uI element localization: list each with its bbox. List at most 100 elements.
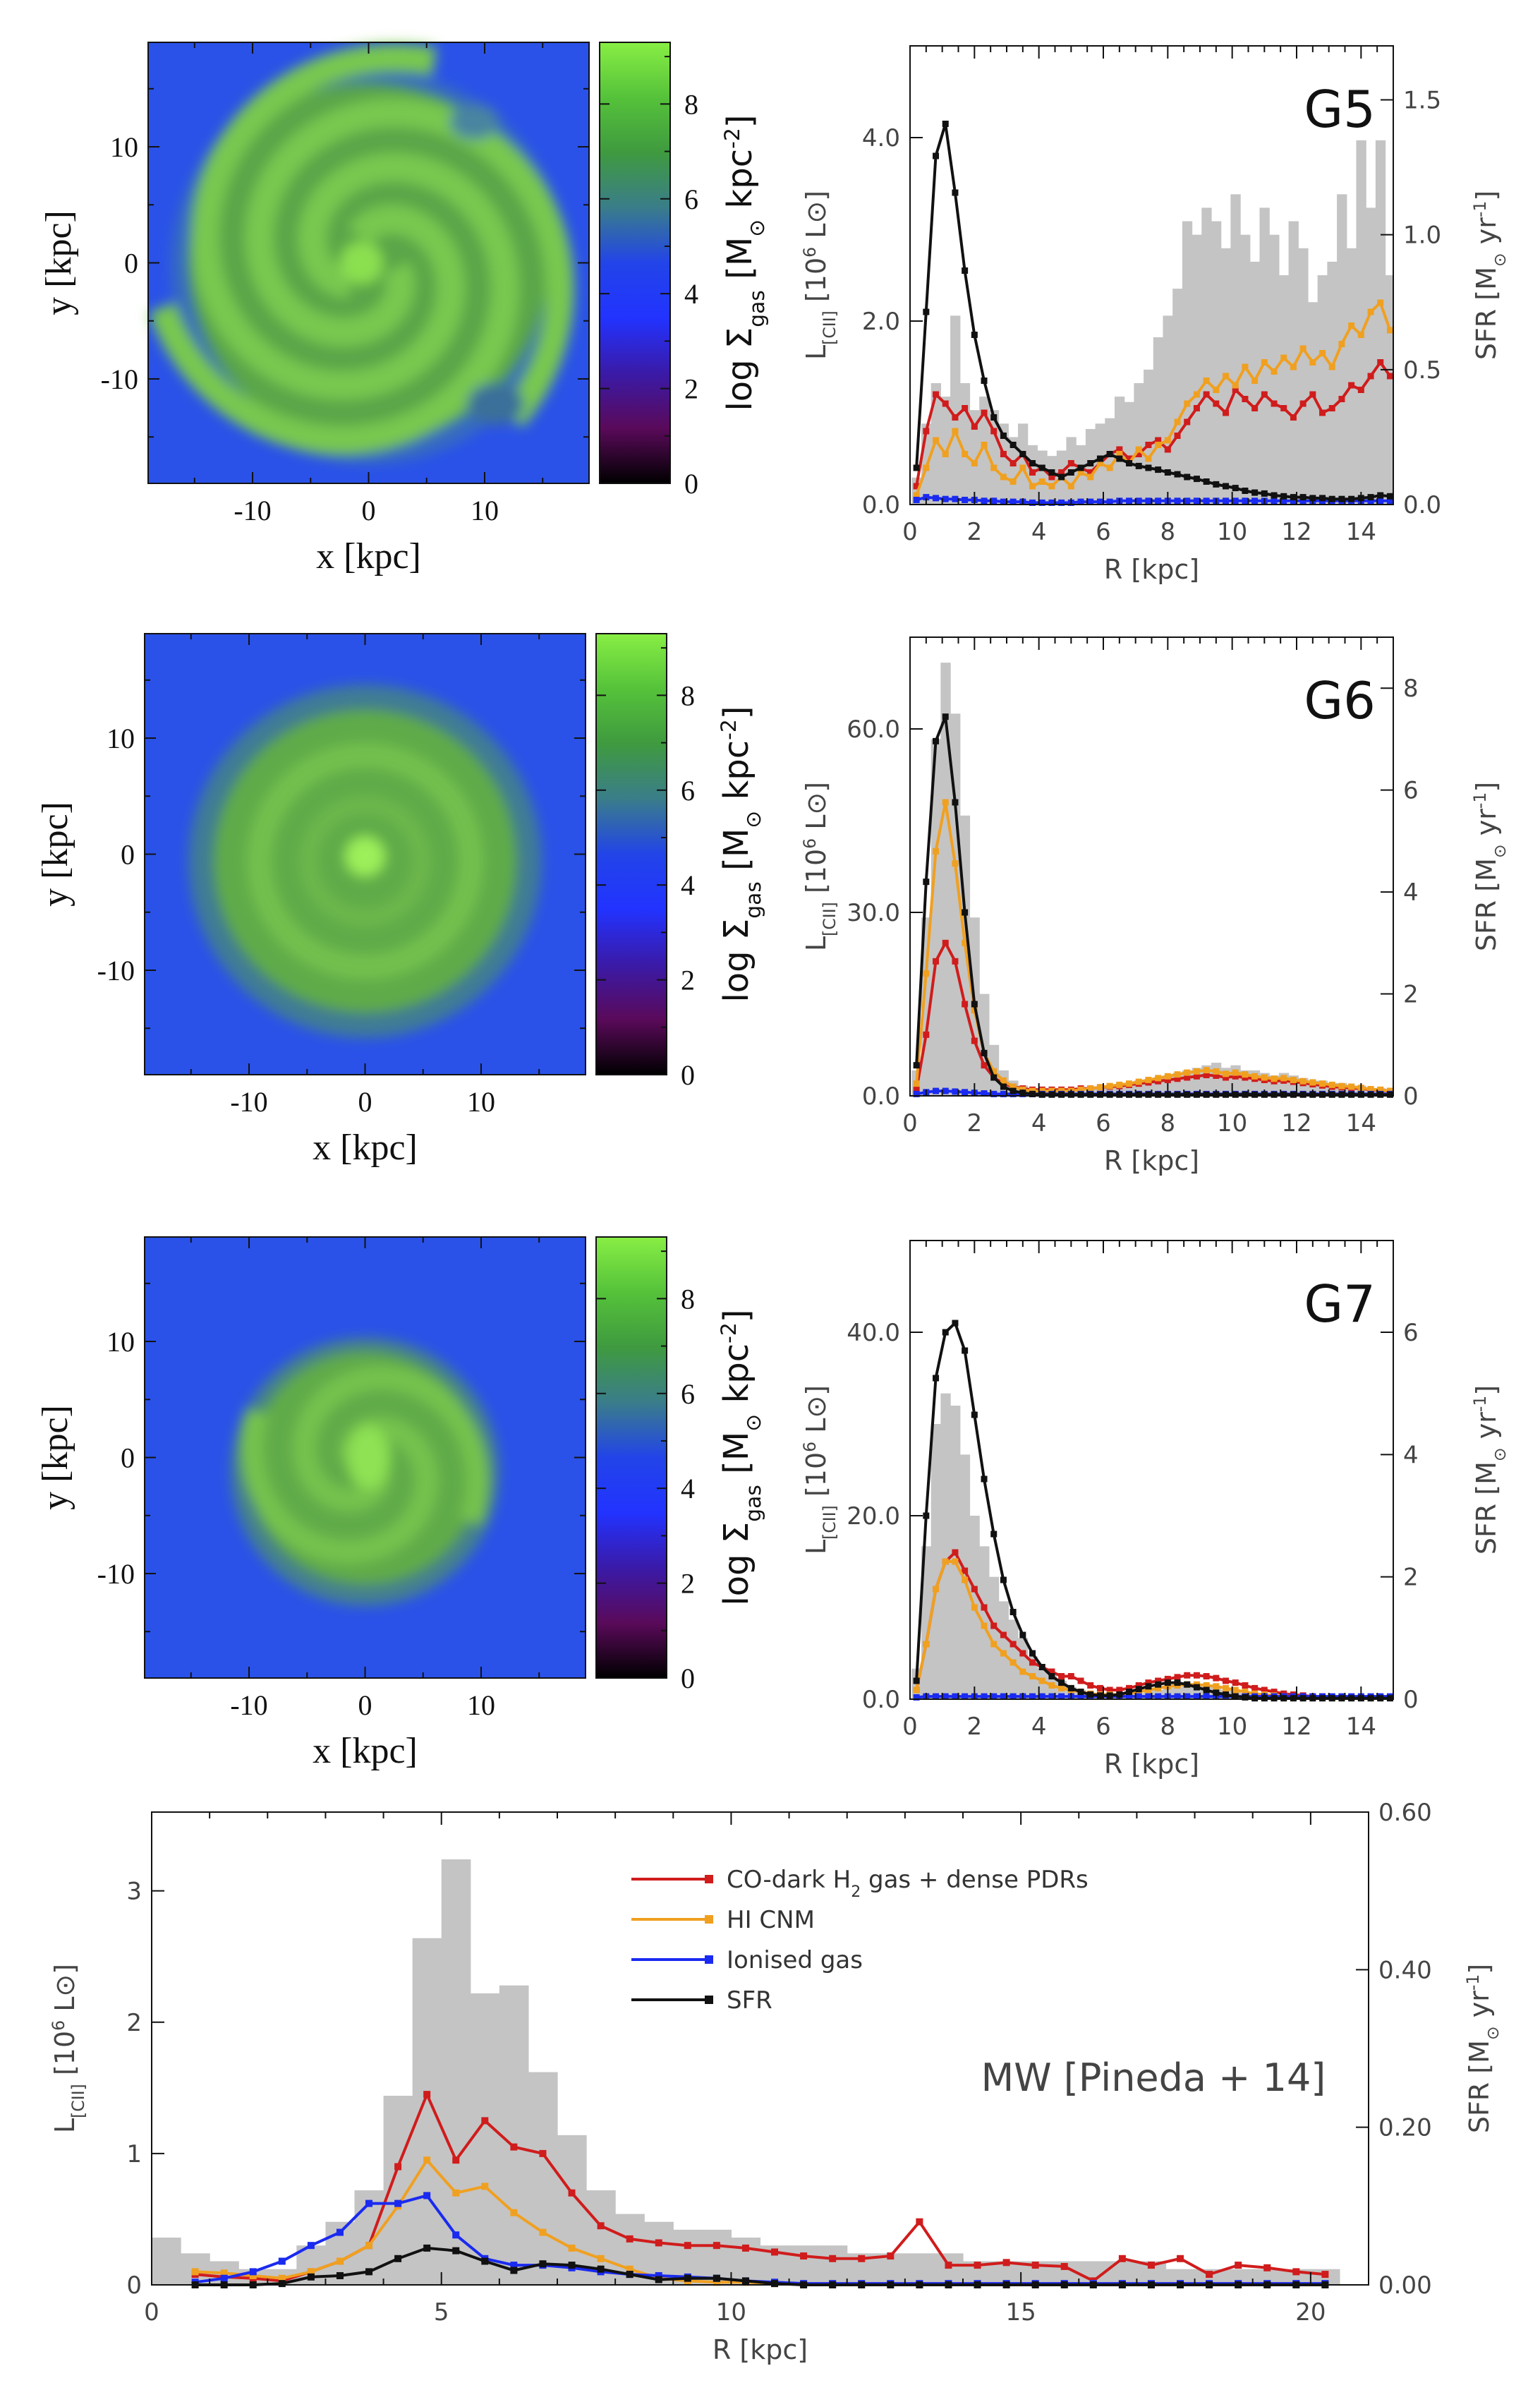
colorbar-label-part: gas [741,881,766,919]
series-point [1077,498,1084,505]
series-point [981,1622,988,1629]
series-point [952,958,959,965]
colorbar-tick-label: 4 [681,869,695,901]
series-point [1328,363,1335,370]
sfr-histogram-bar [1278,275,1290,505]
map-x-tick-label: 10 [471,495,499,526]
sfr-histogram-bar [1211,221,1222,505]
series-point [1000,1576,1007,1583]
series-point [1010,1087,1017,1094]
series-point [971,1411,978,1418]
series-point [1010,478,1017,485]
legend-marker [705,1996,713,2004]
series-point [923,308,930,315]
series-point [1058,1091,1065,1098]
series-point [1126,455,1133,462]
y-right-tick-label: 0.00 [1378,2271,1432,2300]
y-left-axis-label-part: L [801,1418,832,1442]
sfr-histogram-bar [1144,369,1154,505]
series-point [249,2271,257,2279]
y-right-axis-label-part: ⊙ [1490,844,1510,858]
map-x-tick-label: -10 [230,1086,267,1118]
series-point [962,1567,969,1574]
y-right-axis-label-part: SFR [M [1471,1461,1502,1555]
series-point [1271,1689,1278,1696]
y-left-axis-label: L[CII] [106 L⊙] [49,1964,88,2133]
series-point [913,1686,920,1694]
series-point [568,2244,576,2252]
series-point [1184,1091,1191,1098]
series-point [1193,1684,1200,1691]
legend-label-part: gas + dense PDRs [861,1866,1089,1894]
series-point [913,1090,920,1097]
series-point [1232,1073,1239,1080]
series-point [1299,400,1306,407]
series-point [942,1329,949,1336]
series-point [1386,497,1393,505]
series-point [1251,1091,1259,1098]
series-point [1135,1682,1142,1689]
series-point [1077,469,1084,476]
series-point [923,494,930,501]
series-point [1145,1076,1152,1083]
series-point [1155,466,1162,473]
series-point [307,2268,315,2276]
series-point [1135,1686,1142,1693]
sfr-histogram-bar [1375,140,1386,505]
series-point [1184,473,1191,481]
map-y-axis-label: y [kpc] [35,802,75,907]
series-point [913,1677,920,1684]
colorbar-tick-label: 2 [681,1568,695,1600]
y-left-tick-label: 2.0 [862,308,900,336]
map-core [340,241,383,284]
colorbar-label-part: [M [717,828,756,881]
series-point [1048,483,1055,490]
series-point [1010,1609,1017,1615]
sfr-histogram-bar [1346,248,1357,505]
series-point [962,267,969,274]
series-point [1203,378,1210,384]
colorbar-tick-label: 4 [684,278,698,310]
series-point [1367,308,1374,315]
series-point [1223,1684,1230,1691]
series-point [942,400,949,407]
series-point [1235,2262,1242,2269]
series-point [1164,437,1171,444]
y-right-axis-label: SFR [M⊙ yr-1] [1470,1385,1510,1555]
plot-frame [151,1811,1369,2286]
series-point [1280,497,1287,505]
series-point [1242,1682,1249,1689]
series-point [1348,1091,1355,1098]
series-point [1261,359,1268,366]
series-point [913,1086,920,1093]
x-axis-label: R [kpc] [1104,1145,1199,1176]
series-point [1096,1684,1103,1691]
series-point [1223,409,1230,416]
colorbar-label-part: -2 [720,128,745,149]
series-point [394,2163,402,2171]
series-point [1060,2262,1068,2270]
galaxy-map-G6: -10 0 10 10 0 -10 x [kpc] y [kpc] 0 2 4 6 8 log Σgas … [35,633,766,1168]
x-tick-label: 10 [716,2298,746,2326]
series-point [916,2218,923,2226]
series-point [597,2255,605,2262]
colorbar-label-part: kpc [720,149,760,219]
map-ring [300,796,430,927]
y-left-tick-label: 20.0 [847,1502,900,1531]
series-point [1251,378,1259,384]
series-point [990,1622,998,1629]
series-point [1087,1682,1094,1689]
series-point [971,1586,978,1593]
series-point [933,152,940,159]
y-left-axis-label-part: L [49,1997,80,2020]
series-point [1357,387,1364,393]
series-point [1242,363,1249,370]
series-point [1038,1693,1045,1700]
x-tick-label: 0 [902,1713,918,1741]
sfr-histogram-bar [1223,2269,1254,2285]
series-point [1271,400,1278,407]
series-point [452,2189,460,2197]
y-left-tick-label: 1 [126,2140,142,2168]
sfr-histogram-bar [1017,423,1029,505]
series-point [1126,1080,1133,1087]
